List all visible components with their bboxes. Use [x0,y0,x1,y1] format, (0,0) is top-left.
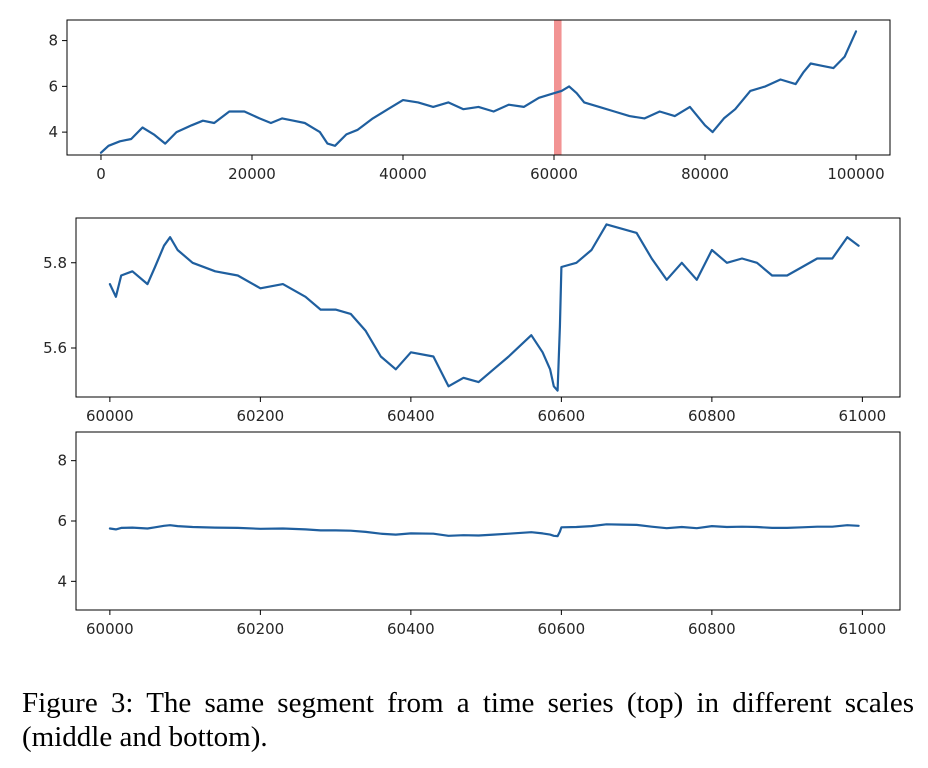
x-tick-label: 0 [96,165,106,183]
x-tick-label: 20000 [228,165,276,183]
y-tick-label: 5.6 [43,339,67,357]
series-line-0 [108,523,860,538]
x-tick-label: 61000 [839,407,887,425]
x-tick-label: 60400 [387,620,435,638]
x-tick-label: 60600 [538,620,586,638]
x-tick-label: 100000 [827,165,884,183]
y-tick-label: 5.8 [43,254,67,272]
x-tick-label: 60600 [538,407,586,425]
x-tick-label: 40000 [379,165,427,183]
series-line-0 [99,30,858,154]
panel-top: 0 20000 40000 60000 80000 100000 4 6 8 [48,19,891,183]
highlight-span [554,20,562,155]
series-line-0 [108,223,860,392]
x-tick-label: 60000 [530,165,578,183]
x-tick-label: 60000 [86,407,134,425]
x-tick-label: 60800 [688,407,736,425]
plot-frame [75,217,901,398]
y-tick-label: 8 [48,32,58,50]
y-tick-label: 6 [57,512,67,530]
y-tick-label: 4 [48,123,58,141]
panel-middle: 60000 60200 60400 60600 60800 61000 5.6 5.8 [43,217,901,425]
y-tick-label: 4 [57,572,67,590]
panel-bottom: 60000 60200 60400 60600 60800 61000 4 6 8 [57,431,901,638]
x-tick-label: 60000 [86,620,134,638]
x-tick-label: 60400 [387,407,435,425]
x-tick-label: 80000 [681,165,729,183]
figure-caption: Figure 3: The same segment from a time s… [22,687,914,753]
x-tick-label: 61000 [839,620,887,638]
x-tick-label: 60200 [237,407,285,425]
x-tick-label: 60200 [237,620,285,638]
plot-frame [75,431,901,611]
y-tick-label: 6 [48,77,58,95]
y-tick-label: 8 [57,452,67,470]
plot-frame [66,19,891,156]
x-tick-label: 60800 [688,620,736,638]
